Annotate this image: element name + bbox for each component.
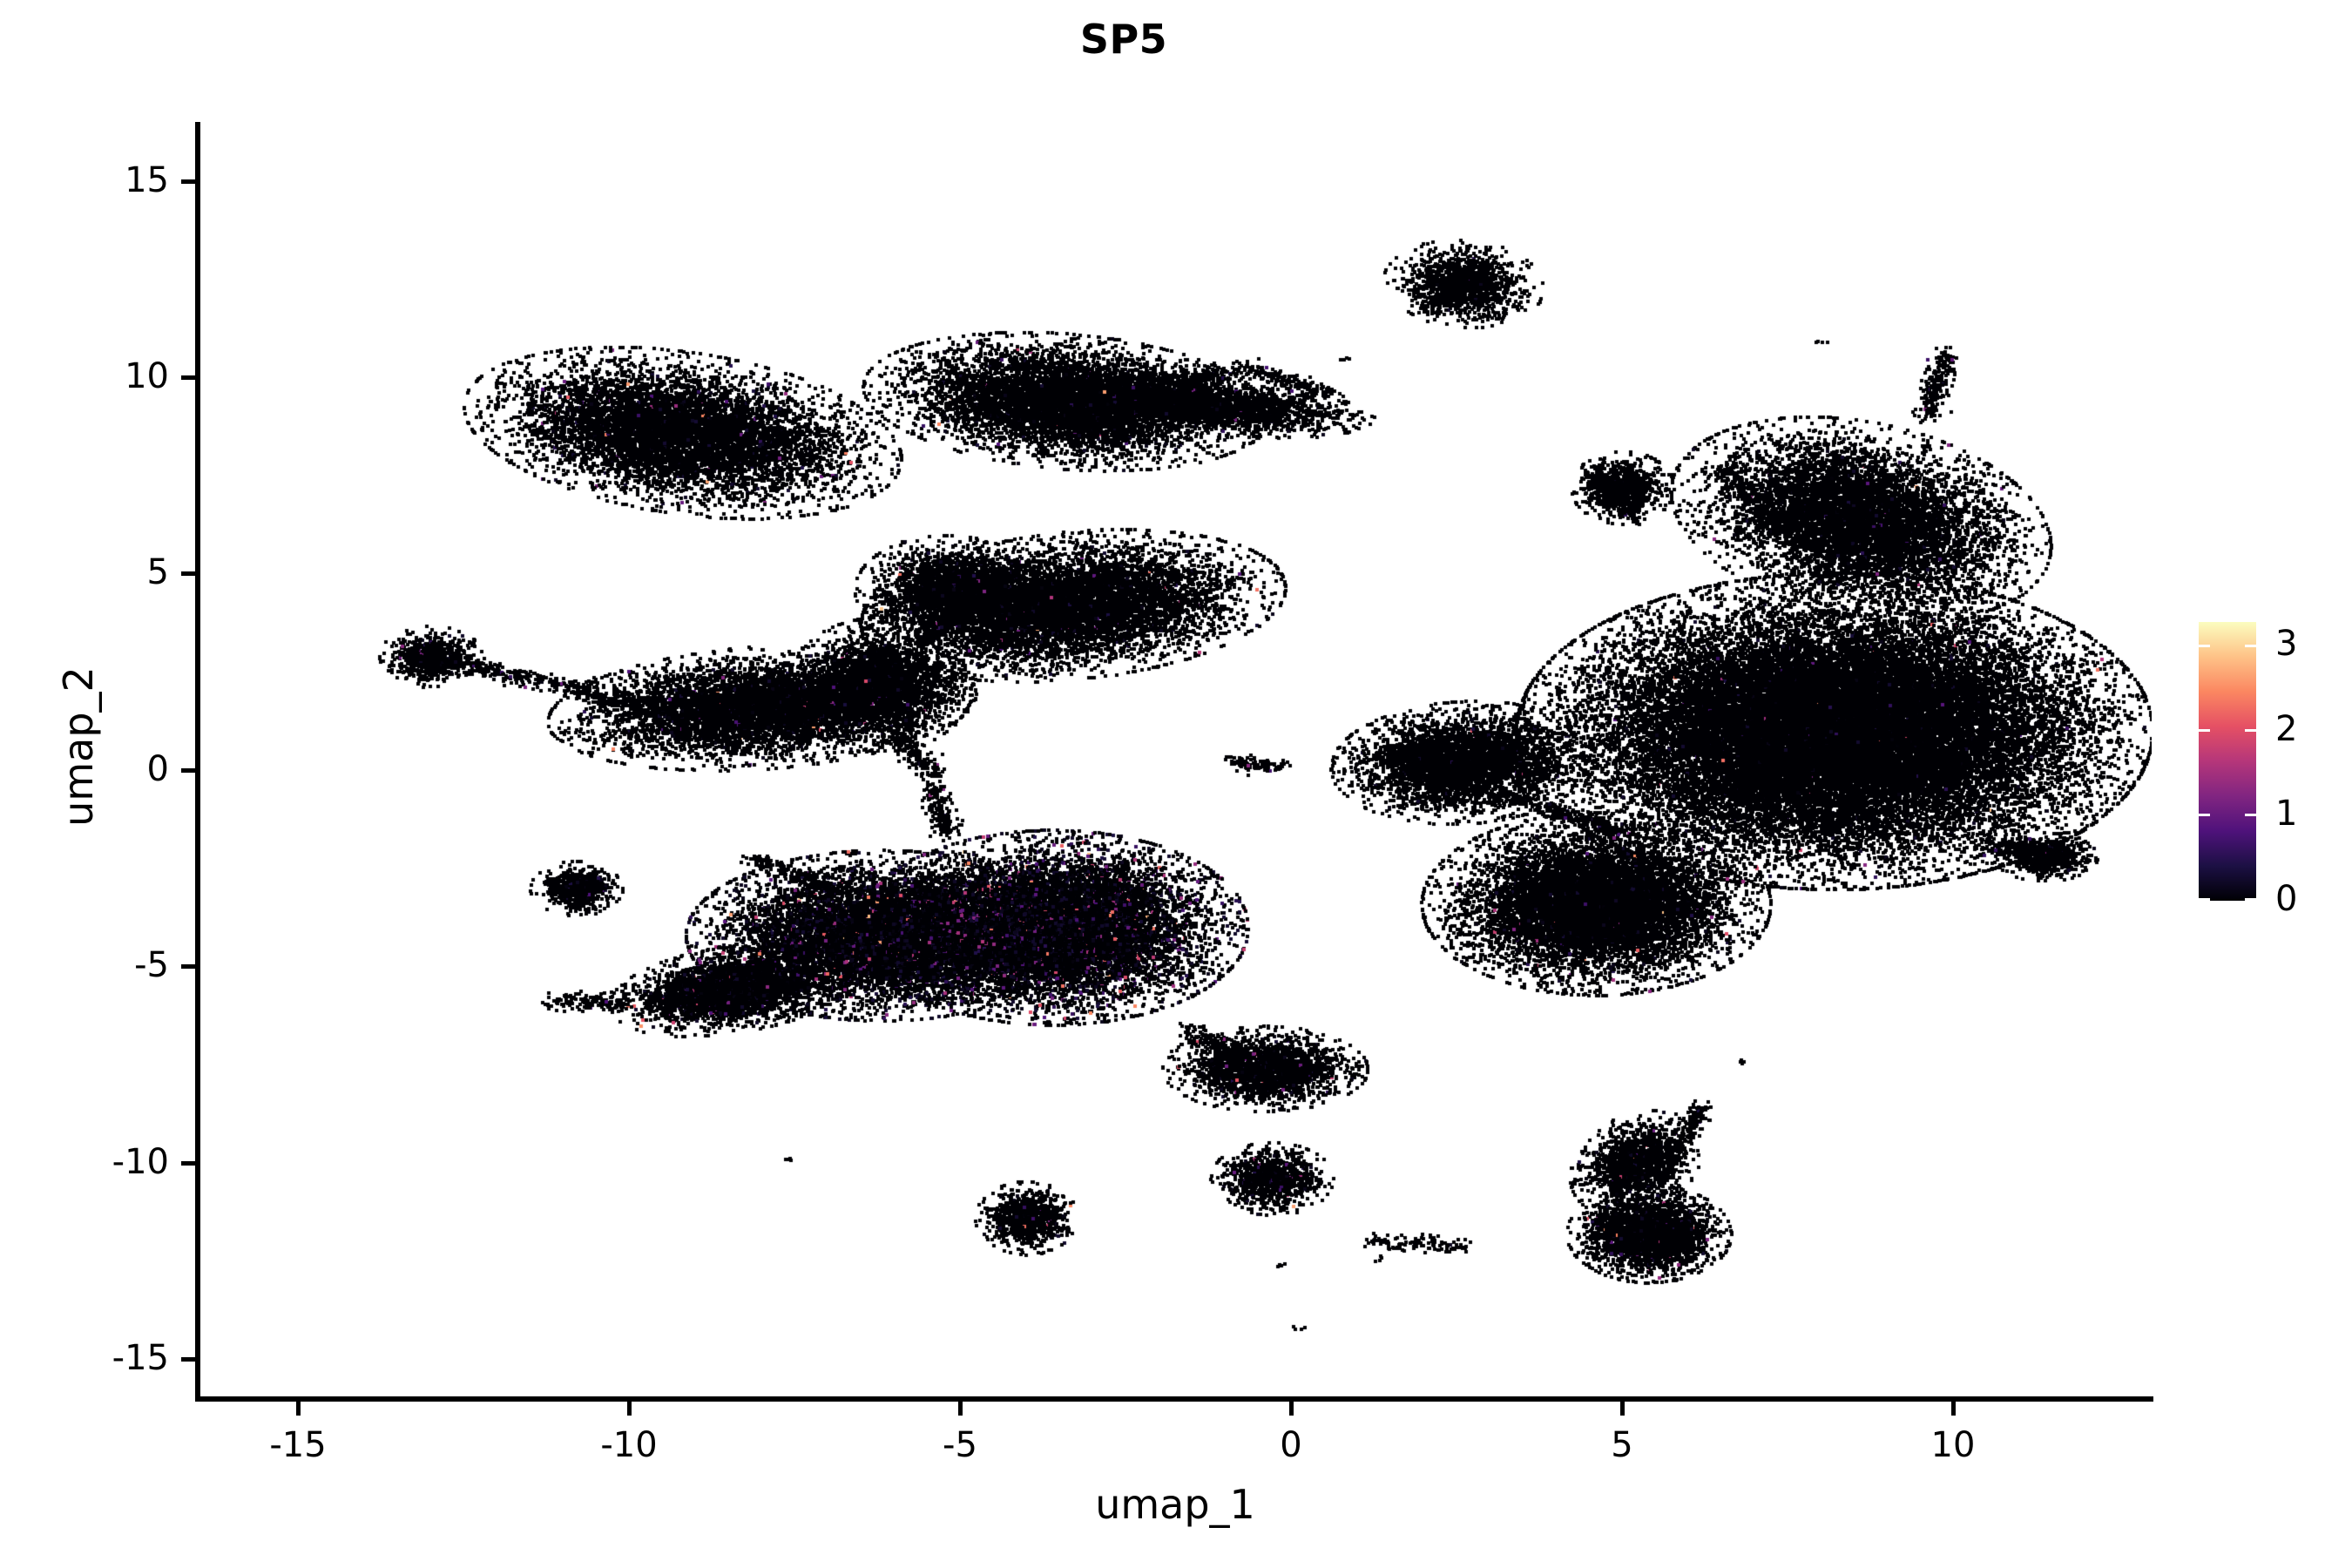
page-title: SP5 <box>1079 16 1168 63</box>
x-tick-label: -5 <box>943 1425 977 1465</box>
colorbar-tick-2-left <box>2199 729 2210 732</box>
colorbar-tick-3-left <box>2199 645 2210 647</box>
y-tick-mark <box>181 179 195 184</box>
y-tick-mark <box>181 375 195 380</box>
y-tick-label: 15 <box>125 159 169 200</box>
y-axis-label: umap_2 <box>55 666 102 827</box>
colorbar-tick-label: 0 <box>2275 879 2298 919</box>
colorbar-tick-3-right <box>2245 645 2256 647</box>
x-tick-mark <box>1951 1402 1956 1416</box>
y-tick-mark <box>181 571 195 577</box>
y-tick-label: 5 <box>146 552 169 593</box>
x-tick-label: 10 <box>1930 1425 1976 1465</box>
y-tick-label: 10 <box>125 356 169 396</box>
colorbar-tick-2-right <box>2245 729 2256 732</box>
x-axis-label: umap_1 <box>1095 1481 1255 1528</box>
y-tick-label: -5 <box>134 945 169 986</box>
colorbar-tick-1-right <box>2245 814 2256 816</box>
x-tick-label: 5 <box>1611 1425 1633 1465</box>
colorbar-tick-label: 2 <box>2275 709 2298 749</box>
x-axis-spine <box>195 1396 2153 1402</box>
y-tick-mark <box>181 767 195 773</box>
y-axis-spine <box>195 122 200 1402</box>
y-tick-mark <box>181 1160 195 1166</box>
scatter-points-canvas <box>199 122 2152 1398</box>
x-tick-mark <box>296 1402 301 1416</box>
x-tick-mark <box>1289 1402 1294 1416</box>
colorbar-tick-0-left <box>2199 898 2210 901</box>
x-tick-mark <box>627 1402 632 1416</box>
x-tick-mark <box>1620 1402 1625 1416</box>
x-tick-label: -15 <box>269 1425 327 1465</box>
y-tick-label: -15 <box>112 1337 169 1378</box>
colorbar <box>2199 622 2256 901</box>
y-tick-mark <box>181 964 195 970</box>
x-tick-mark <box>958 1402 963 1416</box>
scatter-plot-area <box>199 122 2152 1398</box>
x-tick-label: -10 <box>600 1425 658 1465</box>
colorbar-tick-label: 3 <box>2275 624 2298 664</box>
colorbar-gradient <box>2199 622 2256 901</box>
y-tick-label: 0 <box>146 748 169 789</box>
colorbar-tick-0-right <box>2245 898 2256 901</box>
y-tick-mark <box>181 1356 195 1362</box>
y-tick-label: -10 <box>112 1141 169 1182</box>
colorbar-tick-1-left <box>2199 814 2210 816</box>
x-tick-label: 0 <box>1280 1425 1302 1465</box>
colorbar-tick-label: 1 <box>2275 794 2298 834</box>
